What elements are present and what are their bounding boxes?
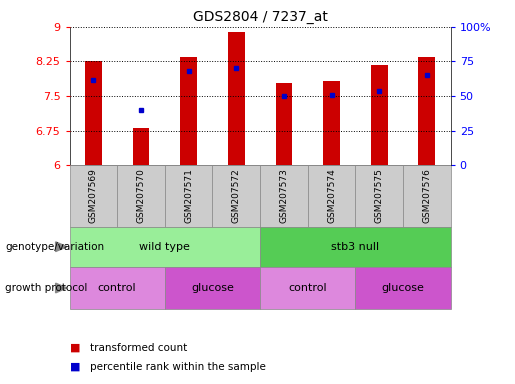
Bar (355, 267, 451, 309)
Bar (419, 57, 435, 165)
Text: GSM207571: GSM207571 (184, 169, 193, 223)
Bar (403, 165, 451, 227)
Bar (70, 165, 117, 227)
Polygon shape (56, 283, 67, 293)
Text: wild type: wild type (140, 242, 190, 252)
Bar (117, 165, 165, 227)
Bar (165, 165, 212, 227)
Text: control: control (98, 283, 136, 293)
Bar (323, 81, 340, 165)
Bar (260, 267, 355, 309)
Text: GSM207574: GSM207574 (327, 169, 336, 223)
Text: glucose: glucose (382, 283, 424, 293)
Text: GSM207569: GSM207569 (89, 169, 98, 223)
Text: control: control (288, 283, 327, 293)
Bar (260, 165, 308, 227)
Text: GSM207572: GSM207572 (232, 169, 241, 223)
Bar (85, 61, 101, 165)
Text: GSM207575: GSM207575 (375, 169, 384, 223)
Bar (228, 32, 245, 165)
Text: GSM207570: GSM207570 (136, 169, 145, 223)
Text: genotype/variation: genotype/variation (5, 242, 104, 252)
Bar (133, 128, 149, 165)
Text: transformed count: transformed count (90, 343, 187, 353)
Bar (371, 65, 387, 165)
Text: stb3 null: stb3 null (331, 242, 380, 252)
Text: glucose: glucose (191, 283, 234, 293)
Text: ■: ■ (70, 343, 80, 353)
Bar (212, 165, 260, 227)
Bar (307, 165, 355, 227)
Polygon shape (56, 242, 67, 252)
Text: GSM207576: GSM207576 (422, 169, 431, 223)
Title: GDS2804 / 7237_at: GDS2804 / 7237_at (193, 10, 328, 25)
Text: growth protocol: growth protocol (5, 283, 88, 293)
Bar (180, 57, 197, 165)
Bar (165, 267, 260, 309)
Bar (70, 227, 260, 267)
Bar (70, 267, 165, 309)
Text: ■: ■ (70, 362, 80, 372)
Text: GSM207573: GSM207573 (280, 169, 288, 223)
Bar (355, 165, 403, 227)
Bar (276, 83, 292, 165)
Bar (260, 227, 451, 267)
Text: percentile rank within the sample: percentile rank within the sample (90, 362, 266, 372)
